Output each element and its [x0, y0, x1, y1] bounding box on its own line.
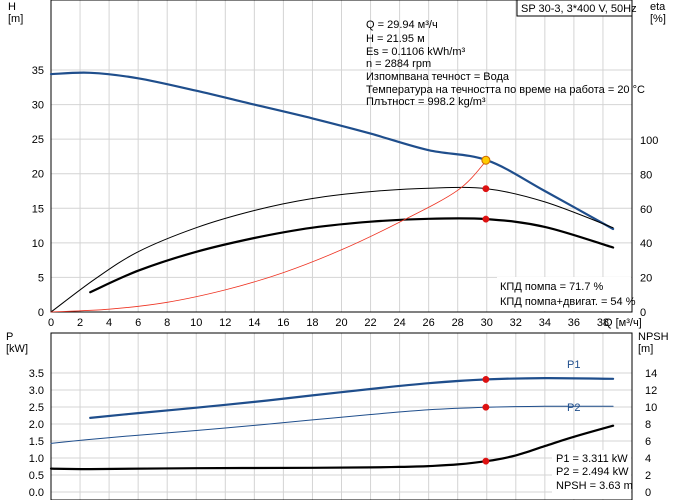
bottom-chart-frame: [50, 332, 633, 500]
duty-info-line: Плътност = 998.2 kg/m³: [366, 96, 486, 108]
bottom-y-tick-label: 1.5: [29, 436, 44, 448]
top-y-right-axis-title: eta [%]: [650, 1, 666, 25]
duty-info-line: n = 2884 rpm: [366, 58, 431, 70]
power-info-line: P2 = 2.494 kW: [556, 466, 629, 478]
x-tick-label: 6: [135, 317, 141, 329]
x-tick-label: 38: [597, 317, 609, 329]
top-chart-series: [49, 71, 615, 313]
x-tick-label: 28: [452, 317, 464, 329]
top-y-right-tick-label: 80: [640, 169, 652, 181]
bottom-y-right-axis-title: NPSH [m]: [638, 331, 669, 355]
bottom-y-right-tick-label: 14: [645, 368, 657, 380]
series-label-p1: P1: [567, 359, 580, 371]
bottom-chart-series: [49, 376, 615, 471]
top-y-tick-label: 20: [32, 169, 44, 181]
top-y-right-tick-label: 60: [640, 204, 652, 216]
top-y-tick-label: 15: [32, 203, 44, 215]
power-info-line: P1 = 3.311 kW: [556, 453, 628, 465]
top-y-tick-label: 10: [32, 238, 44, 250]
duty-point-marker: [482, 457, 490, 465]
tick-labels: 0 2 4 6 8 10 12 14 16 18 20 22 24 26 28 30 32 34 36 3805101…: [29, 65, 659, 499]
x-tick-label: 26: [423, 317, 435, 329]
bottom-y-tick-label: 3.5: [29, 368, 44, 380]
x-tick-label: 36: [568, 317, 580, 329]
bottom-y-axis-title: P [kW]: [6, 331, 28, 355]
x-tick-label: 2: [77, 317, 83, 329]
x-tick-label: 30: [481, 317, 493, 329]
series-line-p1: [89, 376, 615, 419]
x-tick-label: 20: [335, 317, 347, 329]
efficiency-info-line: КПД помпа = 71.7 %: [500, 281, 604, 293]
bottom-y-right-tick-label: 6: [645, 436, 651, 448]
top-y-tick-label: 30: [32, 100, 44, 112]
efficiency-info-line: КПД помпа+двигат. = 54 %: [500, 296, 636, 308]
duty-info-line: H = 21.95 м: [366, 33, 425, 45]
top-y-tick-label: 0: [38, 307, 44, 319]
bottom-y-right-tick-label: 2: [645, 470, 651, 482]
top-y-axis-title: H [m]: [8, 1, 23, 25]
duty-point-marker: [482, 215, 490, 223]
x-tick-label: 32: [510, 317, 522, 329]
bottom-y-right-tick-label: 10: [645, 402, 657, 414]
bottom-y-tick-label: 0.5: [29, 470, 44, 482]
x-tick-label: 18: [306, 317, 318, 329]
bottom-chart-grid: [50, 333, 632, 500]
series-line-system: [50, 159, 488, 313]
bottom-y-right-tick-label: 8: [645, 419, 651, 431]
power-info-box: [552, 450, 631, 499]
bottom-y-right-tick-label: 4: [645, 453, 651, 465]
top-chart-grid: [50, 0, 632, 313]
model-label-box: [516, 0, 633, 17]
x-tick-label: 24: [393, 317, 405, 329]
x-tick-label: 12: [219, 317, 231, 329]
series-line-p2: [50, 405, 614, 444]
duty-point-marker: [482, 403, 490, 411]
series-line-eta-total: [89, 217, 615, 294]
duty-info: Q = 29.94 м³/ч H = 21.95 м Es = 0.1106 k…: [366, 19, 645, 108]
bottom-y-tick-label: 0.0: [29, 487, 44, 499]
top-y-right-tick-label: 20: [640, 273, 652, 285]
x-tick-label: 4: [106, 317, 112, 329]
series-line-eta-pump: [50, 186, 614, 313]
top-y-tick-label: 5: [38, 272, 44, 284]
top-y-tick-label: 35: [32, 65, 44, 77]
x-tick-label: 14: [248, 317, 260, 329]
bottom-y-tick-label: 3.0: [29, 385, 44, 397]
x-tick-label: 22: [364, 317, 376, 329]
bottom-y-right-tick-label: 12: [645, 385, 657, 397]
operating-point-markers: [481, 155, 491, 465]
model-label: SP 30-3, 3*400 V, 50Hz: [521, 3, 637, 15]
top-y-right-tick-label: 0: [640, 307, 646, 319]
efficiency-info-box: [497, 277, 631, 311]
x-tick-label: 34: [539, 317, 551, 329]
bottom-y-tick-label: 2.5: [29, 402, 44, 414]
series-line-npsh: [49, 424, 615, 471]
duty-info-line: Температура на течността по време на раб…: [366, 84, 645, 96]
duty-info-line: Q = 29.94 м³/ч: [366, 19, 438, 31]
top-y-tick-label: 25: [32, 134, 44, 146]
duty-point-marker: [481, 155, 491, 165]
x-tick-label: 8: [164, 317, 170, 329]
duty-info-line: Es = 0.1106 kWh/m³: [366, 46, 465, 58]
series-line-h: [49, 71, 615, 231]
series-label-p2: P2: [567, 402, 580, 414]
x-tick-label: 10: [190, 317, 202, 329]
top-y-right-tick-label: 100: [640, 135, 658, 147]
bottom-y-tick-label: 2.0: [29, 419, 44, 431]
bottom-y-right-tick-label: 0: [645, 487, 651, 499]
duty-point-marker: [482, 185, 490, 193]
x-axis-title: Q [м³/ч]: [604, 317, 642, 329]
power-info-line: NPSH = 3.63 m: [556, 480, 633, 492]
top-y-right-tick-label: 40: [640, 238, 652, 250]
duty-point-marker: [482, 375, 490, 383]
x-tick-label: 0: [48, 317, 54, 329]
top-chart-frame: [50, 0, 633, 313]
duty-info-line: Изпомпвана течност = Вода: [366, 71, 510, 83]
bottom-y-tick-label: 1.0: [29, 453, 44, 465]
x-tick-label: 16: [277, 317, 289, 329]
